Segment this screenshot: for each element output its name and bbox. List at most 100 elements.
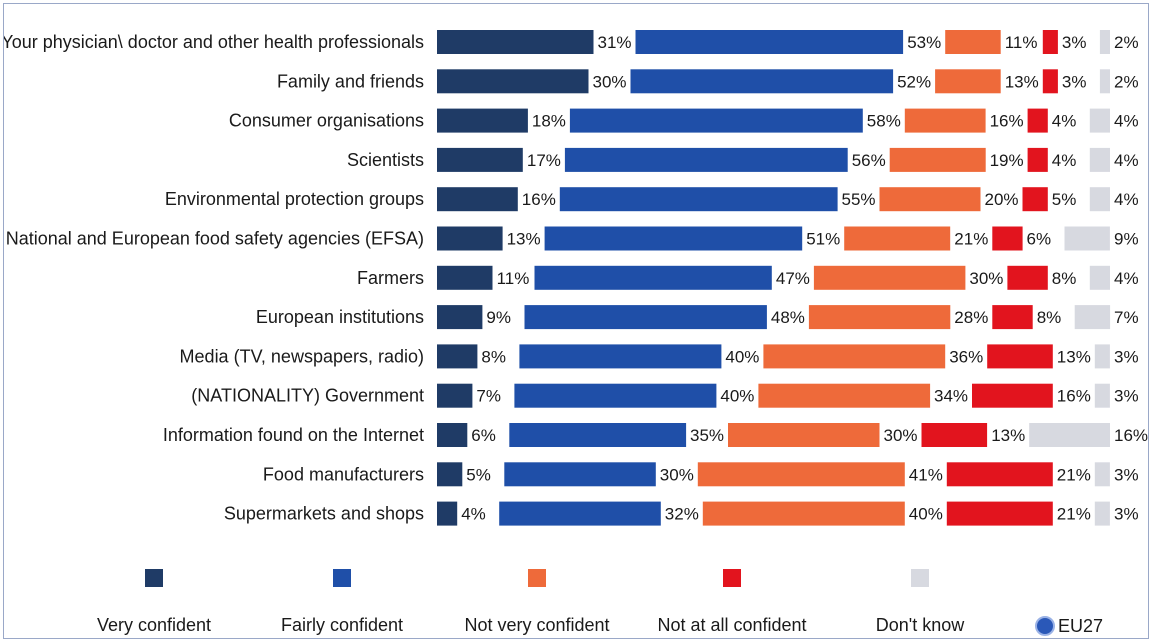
bar-segment — [1027, 108, 1048, 133]
bar-segment — [1007, 265, 1048, 290]
legend-label: Not very confident — [464, 615, 609, 635]
bar-segment — [437, 344, 478, 369]
value-label: 13% — [1057, 347, 1091, 366]
value-label: 3% — [1114, 465, 1139, 484]
value-label: 6% — [1027, 230, 1052, 249]
category-label: European institutions — [256, 307, 424, 327]
bar-segment — [844, 226, 951, 251]
bar-segment — [437, 147, 523, 172]
value-label: 21% — [954, 230, 988, 249]
value-label: 3% — [1062, 72, 1087, 91]
bar-segment — [630, 69, 894, 94]
bar-segment — [504, 462, 656, 487]
category-label: Family and friends — [277, 71, 424, 91]
bar-segment — [1094, 344, 1110, 369]
bar-segment — [935, 69, 1001, 94]
bar-segment — [946, 501, 1053, 526]
value-label: 20% — [985, 190, 1019, 209]
value-label: 2% — [1114, 33, 1139, 52]
value-label: 3% — [1062, 33, 1087, 52]
legend-swatch — [145, 569, 163, 587]
value-labels: 31% 53% 11% 3% 2% 30% 52% 13% 3% 2% 18% 58% 16% 4% 4% 1… — [461, 33, 1148, 524]
legend-swatch — [723, 569, 741, 587]
bar-segment — [1099, 69, 1110, 94]
value-label: 56% — [852, 151, 886, 170]
bar-segment — [569, 108, 863, 133]
value-label: 6% — [471, 426, 496, 445]
value-label: 16% — [990, 112, 1024, 131]
value-label: 58% — [867, 112, 901, 131]
legend-swatch — [911, 569, 929, 587]
bar-segment — [1042, 30, 1058, 54]
value-label: 30% — [660, 465, 694, 484]
value-label: 11% — [1005, 33, 1038, 52]
bar-segment — [544, 226, 803, 251]
value-label: 4% — [1114, 112, 1139, 131]
stacked-bar-chart: Your physician\ doctor and other health … — [4, 30, 1148, 636]
value-label: 4% — [1114, 151, 1139, 170]
bar-segment — [437, 265, 493, 290]
chart-frame: Your physician\ doctor and other health … — [3, 3, 1149, 639]
category-label: Information found on the Internet — [163, 425, 424, 445]
bar-segment — [946, 462, 1053, 487]
value-label: 13% — [1005, 72, 1039, 91]
value-label: 35% — [690, 426, 724, 445]
bar-segment — [1094, 383, 1110, 408]
value-label: 5% — [466, 465, 491, 484]
bar-segment — [813, 265, 966, 290]
value-label: 11% — [497, 269, 530, 288]
bar-segment — [499, 501, 661, 526]
legend-swatch — [528, 569, 546, 587]
eu-flag-icon — [1035, 616, 1055, 636]
value-label: 16% — [522, 190, 556, 209]
category-label: Scientists — [347, 150, 424, 170]
bar-segment — [1089, 108, 1110, 133]
value-label: 16% — [1114, 426, 1148, 445]
category-label: Your physician\ doctor and other health … — [4, 32, 424, 52]
category-label: Consumer organisations — [229, 111, 424, 131]
bar-segment — [564, 147, 848, 172]
value-label: 47% — [776, 269, 810, 288]
bar-segment — [534, 265, 772, 290]
value-label: 3% — [1114, 387, 1139, 406]
value-label: 31% — [598, 33, 632, 52]
bars — [437, 30, 1111, 526]
value-label: 28% — [954, 308, 988, 327]
bar-segment — [1074, 305, 1111, 330]
bar-segment — [437, 69, 589, 94]
value-label: 30% — [884, 426, 918, 445]
bar-segment — [879, 187, 981, 212]
bar-segment — [758, 383, 931, 408]
value-label: 36% — [949, 347, 983, 366]
value-label: 21% — [1057, 505, 1091, 524]
legend-swatch — [333, 569, 351, 587]
bar-segment — [904, 108, 986, 133]
bar-segment — [514, 383, 717, 408]
bar-segment — [437, 226, 503, 251]
value-label: 52% — [897, 72, 931, 91]
bar-segment — [437, 462, 463, 487]
bar-segment — [437, 30, 594, 54]
value-label: 5% — [1052, 190, 1077, 209]
value-label: 21% — [1057, 465, 1091, 484]
category-label: (NATIONALITY) Government — [191, 386, 424, 406]
bar-segment — [945, 30, 1001, 54]
category-label: Food manufacturers — [263, 464, 424, 484]
bar-segment — [763, 344, 946, 369]
value-label: 40% — [909, 505, 943, 524]
category-label: Environmental protection groups — [165, 189, 424, 209]
bar-segment — [972, 383, 1053, 408]
value-label: 9% — [486, 308, 511, 327]
bar-segment — [1094, 501, 1110, 526]
bar-segment — [437, 305, 483, 330]
bar-segment — [1099, 30, 1110, 54]
value-label: 4% — [461, 505, 486, 524]
value-label: 48% — [771, 308, 805, 327]
bar-segment — [889, 147, 986, 172]
bar-segment — [635, 30, 904, 54]
bar-segment — [921, 423, 988, 447]
value-label: 30% — [969, 269, 1003, 288]
bar-segment — [519, 344, 722, 369]
value-label: 40% — [720, 387, 754, 406]
bar-segment — [1022, 187, 1048, 212]
